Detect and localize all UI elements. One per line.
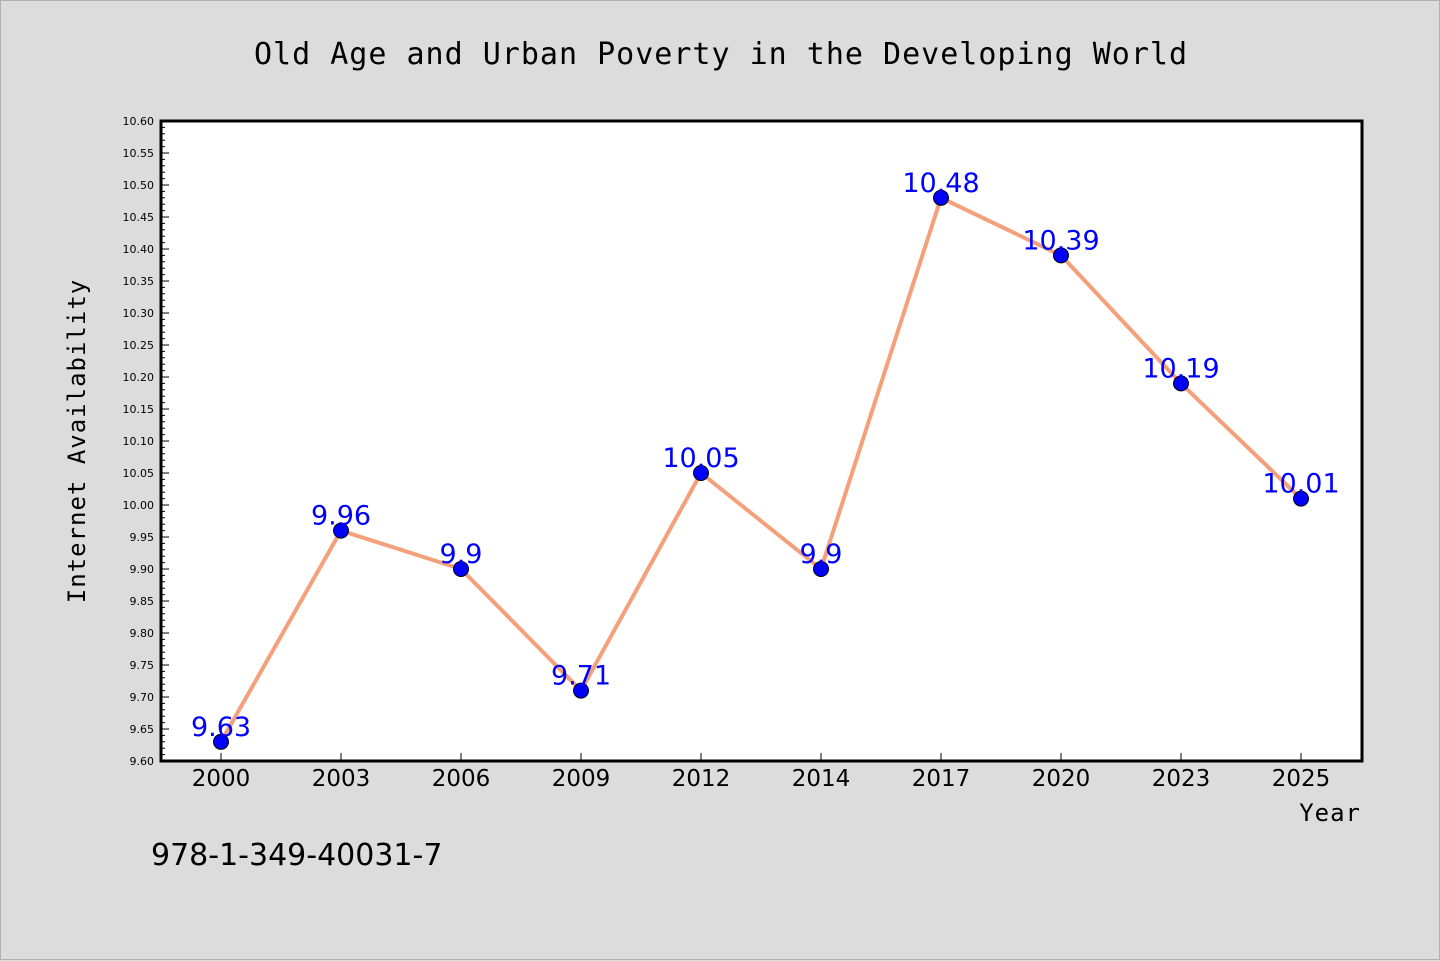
y-tick-label: 10.35: [123, 275, 155, 288]
data-point: [573, 682, 589, 699]
data-label: 10.39: [1022, 225, 1099, 256]
y-tick-label: 10.50: [123, 179, 155, 192]
x-tick-label: 2003: [312, 766, 371, 792]
chart-title: Old Age and Urban Poverty in the Develop…: [254, 37, 1188, 72]
y-tick-label: 9.85: [130, 595, 155, 608]
y-tick-label: 10.55: [123, 147, 155, 160]
data-label: 9.9: [440, 539, 483, 570]
y-axis-label: Internet Availability: [63, 279, 91, 603]
data-point: [453, 561, 469, 577]
data-label: 10.19: [1142, 353, 1219, 384]
y-tick-label: 10.45: [123, 211, 155, 224]
data-label: 10.48: [902, 168, 979, 199]
data-point: [933, 189, 949, 206]
data-point: [1173, 375, 1189, 392]
data-point: [693, 465, 709, 481]
data-label: 10.01: [1262, 469, 1339, 500]
y-tick-label: 10.05: [123, 467, 155, 480]
data-label: 9.9: [800, 539, 843, 570]
y-tick-label: 10.60: [123, 115, 155, 128]
series-line: [219, 195, 1303, 744]
y-tick-label: 9.90: [130, 563, 155, 576]
data-point: [1293, 490, 1309, 507]
y-tick-label: 9.65: [130, 723, 155, 736]
y-tick-label: 9.75: [130, 659, 155, 672]
plot-border: [159, 119, 1364, 763]
y-tick-label: 10.25: [123, 339, 155, 352]
x-tick-label: 2006: [432, 766, 491, 792]
footer-code: 978-1-349-40031-7: [151, 838, 442, 873]
data-point: [333, 522, 349, 539]
y-tick-label: 9.70: [130, 691, 155, 704]
plot-area: [161, 121, 1362, 761]
y-tick-label: 9.95: [130, 531, 155, 544]
data-point: [813, 561, 829, 577]
x-tick-label: 2025: [1272, 766, 1331, 792]
x-tick-label: 2020: [1032, 766, 1091, 792]
x-axis-label: Year: [1299, 799, 1361, 827]
x-tick-label: 2009: [552, 766, 611, 792]
y-tick-label: 9.80: [130, 627, 155, 640]
data-point: [1053, 247, 1069, 264]
y-tick-label: 10.40: [123, 243, 155, 256]
y-tick-label: 10.30: [123, 307, 155, 320]
x-tick-label: 2017: [912, 766, 971, 792]
y-axis-ticks: 9.60 9.65 9.70 9.75 9.80 9.85 9.90 9.95 10.00 10.…: [123, 115, 169, 768]
x-tick-label: 2023: [1152, 766, 1211, 792]
data-point: [213, 733, 229, 750]
x-axis-ticks: 2000 2003 2006 2009 2012 2014 2017 2020 2023 2025: [192, 753, 1331, 792]
x-tick-label: 2014: [792, 766, 851, 792]
data-label: 9.71: [551, 661, 611, 692]
data-labels: 9.63 9.96 9.9 9.71 10.05 9.9 10.48 10.39 10.19 10…: [191, 168, 1340, 743]
x-tick-label: 2000: [192, 766, 251, 792]
y-tick-label: 10.20: [123, 371, 155, 384]
x-tick-label: 2012: [672, 766, 731, 792]
series-layer: [213, 189, 1309, 750]
y-tick-label: 10.15: [123, 403, 155, 416]
data-label: 9.96: [311, 501, 371, 532]
y-tick-label: 9.60: [130, 755, 155, 768]
data-label: 10.05: [662, 443, 739, 474]
y-tick-label: 10.10: [123, 435, 155, 448]
y-tick-label: 10.00: [123, 499, 155, 512]
data-label: 9.63: [191, 712, 251, 743]
